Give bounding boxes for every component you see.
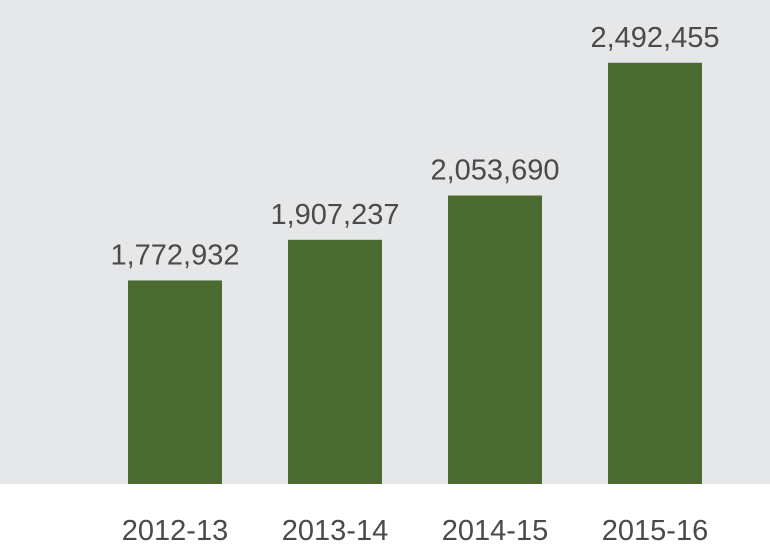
bar-2014-15 [448, 195, 542, 484]
x-axis-tick-labels: 2012-13 2013-14 2014-15 2015-16 [122, 515, 708, 547]
bars-group [128, 62, 702, 485]
value-label-2015-16: 2,492,455 [590, 22, 719, 54]
value-label-2012-13: 1,772,932 [110, 239, 239, 271]
x-tick-label-2014-15: 2014-15 [442, 515, 548, 547]
value-label-2014-15: 2,053,690 [430, 155, 559, 187]
x-tick-label-2015-16: 2015-16 [602, 515, 708, 547]
x-tick-label-2013-14: 2013-14 [282, 515, 388, 547]
bar-2012-13 [128, 280, 222, 484]
bar-2013-14 [288, 239, 382, 484]
value-label-2013-14: 1,907,237 [270, 199, 399, 231]
value-labels-group: 1,772,932 1,907,237 2,053,690 2,492,455 [110, 22, 719, 272]
x-tick-label-2012-13: 2012-13 [122, 515, 228, 547]
bar-2015-16 [608, 62, 702, 485]
